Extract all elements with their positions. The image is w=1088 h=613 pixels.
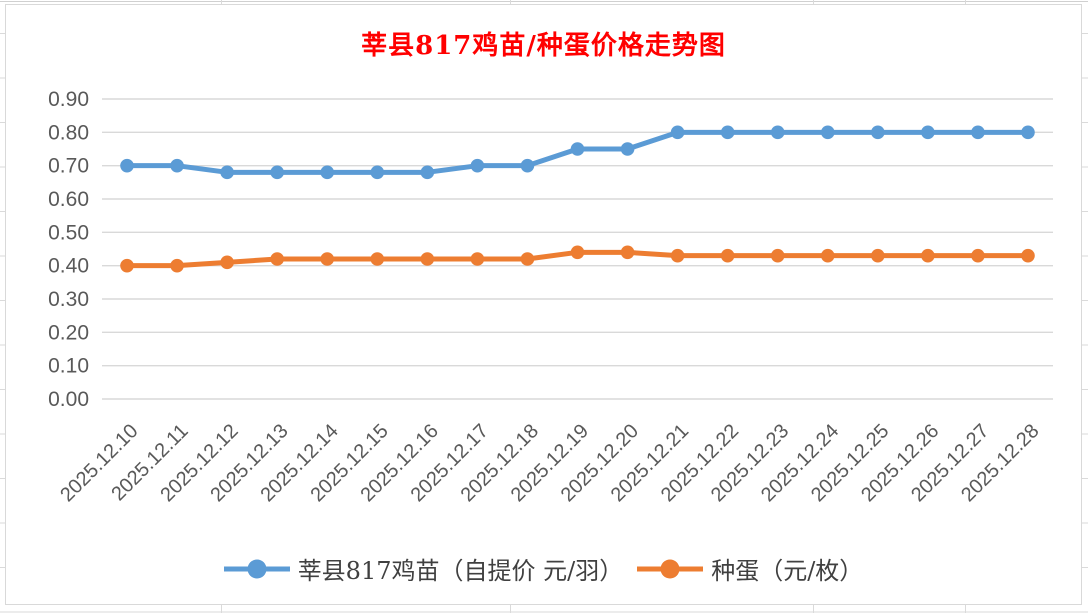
data-point[interactable] [770, 125, 785, 140]
data-point[interactable] [220, 165, 234, 180]
legend-line-marker-icon [223, 559, 290, 578]
y-axis-tick-label: 0.80 [48, 121, 89, 144]
data-point[interactable] [170, 258, 184, 273]
y-axis-tick-label: 0.30 [48, 288, 89, 311]
data-point[interactable] [470, 158, 485, 173]
data-point[interactable] [620, 142, 635, 156]
data-point[interactable] [370, 165, 385, 180]
spreadsheet-row-line [0, 1, 1088, 2]
legend-item-jimiao[interactable]: 莘县817鸡苗（自提价 元/羽） [223, 551, 624, 586]
data-point[interactable] [620, 245, 635, 260]
data-point[interactable] [120, 158, 134, 173]
data-point[interactable] [120, 258, 134, 273]
data-point[interactable] [470, 252, 485, 266]
data-point[interactable] [420, 165, 435, 180]
data-point[interactable] [1021, 125, 1035, 140]
data-point[interactable] [270, 252, 284, 266]
data-point[interactable] [570, 245, 585, 260]
y-axis-tick-label: 0.90 [48, 88, 89, 111]
y-axis-tick-label: 0.10 [48, 355, 89, 378]
chart-title: 莘县817鸡苗/种蛋价格走势图 [361, 31, 726, 61]
y-axis-tick-label: 0.50 [48, 221, 89, 244]
data-point[interactable] [270, 165, 284, 180]
data-point[interactable] [921, 125, 935, 140]
data-point[interactable] [320, 165, 335, 180]
data-point[interactable] [820, 248, 835, 263]
data-point[interactable] [820, 125, 835, 140]
data-point[interactable] [921, 248, 935, 263]
data-point[interactable] [1021, 248, 1035, 263]
data-point[interactable] [520, 158, 535, 173]
chart-container[interactable]: 0.90 0.80 0.70 0.60 0.50 0.40 0.30 0.20 0.10 0.00… [5, 4, 1082, 605]
data-point[interactable] [670, 248, 685, 263]
data-point[interactable] [720, 248, 735, 263]
data-point[interactable] [420, 252, 435, 266]
legend-line-marker-icon [637, 559, 704, 578]
data-point[interactable] [770, 248, 785, 263]
data-point[interactable] [170, 158, 184, 173]
y-axis-tick-label: 0.70 [48, 155, 89, 178]
y-axis-tick-label: 0.40 [48, 255, 89, 278]
data-point[interactable] [370, 252, 385, 266]
y-axis-tick-label: 0.00 [48, 388, 89, 411]
legend-item-zhongdan[interactable]: 种蛋（元/枚） [637, 551, 863, 586]
legend-label-zhongdan: 种蛋（元/枚） [711, 557, 864, 585]
data-point[interactable] [720, 125, 735, 140]
legend: 莘县817鸡苗（自提价 元/羽） 种蛋（元/枚） [6, 551, 1081, 586]
plot-area: 0.90 0.80 0.70 0.60 0.50 0.40 0.30 0.20 0.10 0.00… [48, 88, 1053, 506]
y-axis-tick-label: 0.60 [48, 188, 89, 211]
data-point[interactable] [570, 142, 585, 156]
data-point[interactable] [220, 255, 234, 270]
data-point[interactable] [670, 125, 685, 140]
legend-label-jimiao: 莘县817鸡苗（自提价 元/羽） [297, 557, 624, 585]
y-axis-tick-label: 0.20 [48, 321, 89, 344]
data-point[interactable] [971, 125, 985, 140]
data-point[interactable] [320, 252, 335, 266]
data-point[interactable] [971, 248, 985, 263]
data-point[interactable] [871, 125, 885, 140]
data-point[interactable] [520, 252, 535, 266]
data-point[interactable] [871, 248, 885, 263]
